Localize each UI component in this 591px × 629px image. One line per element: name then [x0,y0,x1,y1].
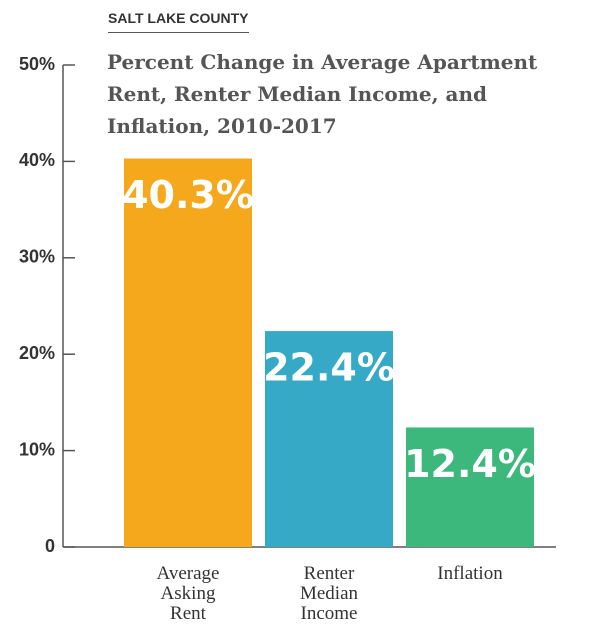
value-label: 22.4% [263,346,395,390]
y-tick-label: 50% [19,54,55,74]
x-tick-label: Renter Median Income [299,563,359,624]
bar [265,331,393,547]
y-tick-label: 20% [19,343,55,363]
bar [406,427,534,547]
bar [124,158,252,547]
y-tick-label: 30% [19,247,55,267]
chart-subtitle: SALT LAKE COUNTY [108,10,249,33]
y-tick-label: 40% [19,150,55,170]
x-tick-label: Average Asking Rent [156,563,220,624]
y-tick-label: 0 [45,536,55,556]
value-label: 40.3% [122,173,254,217]
y-tick-label: 10% [19,439,55,459]
x-tick-label: Inflation [437,563,503,584]
value-label: 12.4% [404,442,536,486]
chart-title: Percent Change in Average Apartment Rent… [107,50,538,138]
